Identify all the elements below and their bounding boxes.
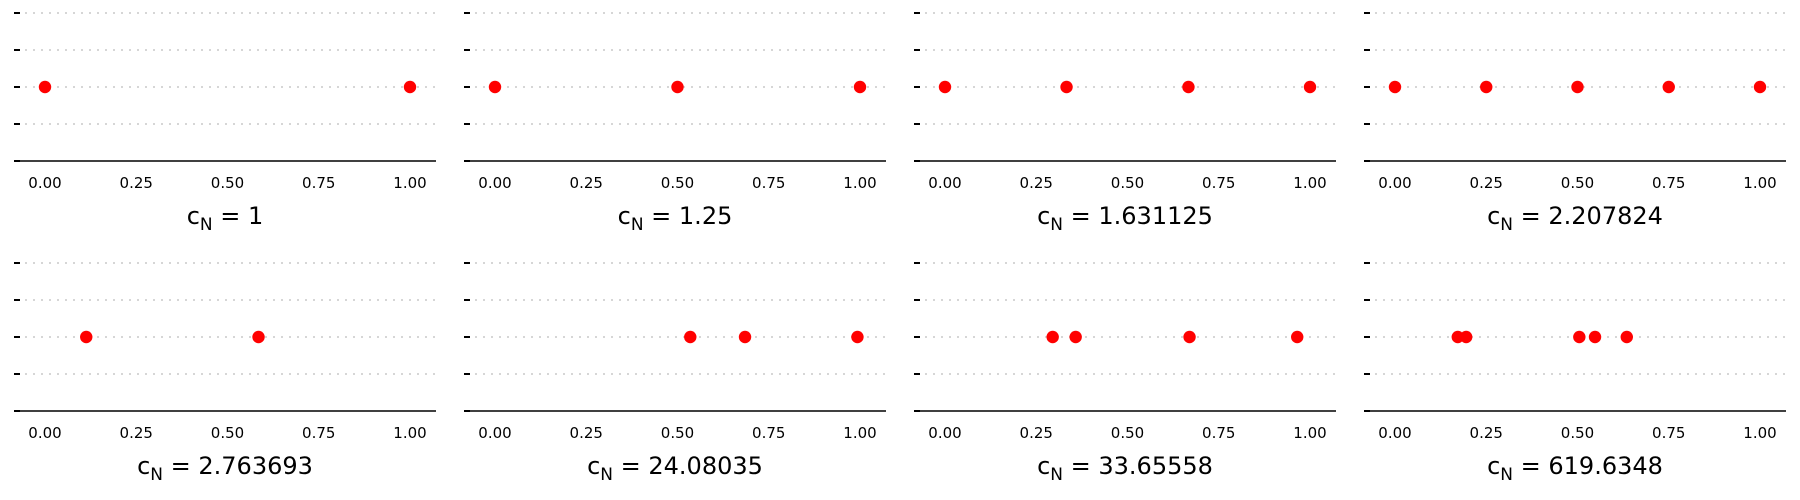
x-tick-label: 0.50 xyxy=(661,424,694,442)
subplot-svg: 0.00 0.25 0.50 0.75 1.00 cN = 2.207824 xyxy=(1364,12,1786,235)
data-point xyxy=(1588,330,1602,344)
data-point xyxy=(1388,80,1402,94)
x-tick-label: 0.00 xyxy=(478,174,511,192)
data-point xyxy=(1182,80,1195,94)
x-tick-label: 0.00 xyxy=(28,424,61,442)
x-tick-label: 1.00 xyxy=(843,174,876,192)
x-tick-label: 0.50 xyxy=(1111,424,1144,442)
x-tick-label: 1.00 xyxy=(843,424,876,442)
subplot-4: 0.00 0.25 0.50 0.75 1.00 cN = 2.207824 xyxy=(1350,0,1800,250)
x-tick-label: 0.75 xyxy=(302,424,335,442)
data-point xyxy=(851,330,864,344)
data-point xyxy=(403,80,417,94)
data-point xyxy=(1620,330,1633,344)
subplot-1: 0.00 0.25 0.50 0.75 1.00 cN = 1 xyxy=(0,0,450,250)
subplot-caption: cN = 2.763693 xyxy=(137,452,313,485)
subplot-3: 0.00 0.25 0.50 0.75 1.00 cN = 1.631125 xyxy=(900,0,1350,250)
x-tick-label: 0.75 xyxy=(1652,424,1685,442)
data-point xyxy=(1480,80,1493,94)
x-tick-label: 0.75 xyxy=(752,174,785,192)
subplot-caption: cN = 619.6348 xyxy=(1487,452,1663,485)
x-tick-label: 1.00 xyxy=(393,424,426,442)
subplot-svg: 0.00 0.25 0.50 0.75 1.00 cN = 1.631125 xyxy=(914,12,1336,235)
subplot-caption: cN = 2.207824 xyxy=(1487,202,1663,235)
subplot-7: 0.00 0.25 0.50 0.75 1.00 cN = 33.65558 xyxy=(900,250,1350,500)
x-tick-label: 0.75 xyxy=(752,424,785,442)
subplot-2: 0.00 0.25 0.50 0.75 1.00 cN = 1.25 xyxy=(450,0,900,250)
x-tick-label: 0.00 xyxy=(928,174,961,192)
x-tick-label: 0.25 xyxy=(570,174,603,192)
x-tick-label: 0.00 xyxy=(478,424,511,442)
x-tick-label: 0.00 xyxy=(28,174,61,192)
data-point xyxy=(938,80,952,94)
data-point xyxy=(80,330,93,344)
subplot-caption: cN = 1.631125 xyxy=(1037,202,1213,235)
data-point xyxy=(1459,330,1473,344)
subplot-svg: 0.00 0.25 0.50 0.75 1.00 cN = 24.08035 xyxy=(464,262,886,485)
x-tick-label: 1.00 xyxy=(1743,174,1776,192)
data-point xyxy=(738,330,752,344)
data-point xyxy=(1303,80,1317,94)
subplot-caption: cN = 1 xyxy=(187,202,264,235)
subplot-svg: 0.00 0.25 0.50 0.75 1.00 cN = 1 xyxy=(14,12,436,235)
x-tick-label: 0.75 xyxy=(1202,174,1235,192)
data-point xyxy=(1571,80,1584,94)
data-point xyxy=(671,80,684,94)
x-tick-label: 0.50 xyxy=(1561,424,1594,442)
x-tick-label: 0.25 xyxy=(1020,424,1053,442)
subplot-svg: 0.00 0.25 0.50 0.75 1.00 cN = 2.763693 xyxy=(14,262,436,485)
data-point xyxy=(853,80,867,94)
subplot-8: 0.00 0.25 0.50 0.75 1.00 cN = 619.6348 xyxy=(1350,250,1800,500)
x-tick-label: 0.25 xyxy=(1470,424,1503,442)
x-tick-label: 0.50 xyxy=(211,174,244,192)
subplot-caption: cN = 24.08035 xyxy=(587,452,763,485)
data-point xyxy=(1573,330,1586,344)
x-tick-label: 0.75 xyxy=(1652,174,1685,192)
subplot-svg: 0.00 0.25 0.50 0.75 1.00 cN = 1.25 xyxy=(464,12,886,235)
x-tick-label: 0.00 xyxy=(1378,174,1411,192)
subplot-5: 0.00 0.25 0.50 0.75 1.00 cN = 2.763693 xyxy=(0,250,450,500)
data-point xyxy=(1183,330,1196,344)
x-tick-label: 0.00 xyxy=(1378,424,1411,442)
x-tick-label: 1.00 xyxy=(1293,174,1326,192)
data-point xyxy=(1291,330,1304,344)
x-tick-label: 0.25 xyxy=(570,424,603,442)
x-tick-label: 1.00 xyxy=(393,174,426,192)
subplot-caption: cN = 1.25 xyxy=(618,202,733,235)
data-point xyxy=(488,80,502,94)
data-point xyxy=(38,80,52,94)
x-tick-label: 0.75 xyxy=(302,174,335,192)
x-tick-label: 0.50 xyxy=(661,174,694,192)
x-tick-label: 0.25 xyxy=(1020,174,1053,192)
x-tick-label: 1.00 xyxy=(1743,424,1776,442)
x-tick-label: 0.25 xyxy=(120,174,153,192)
data-point xyxy=(1046,330,1059,344)
x-tick-label: 0.25 xyxy=(1470,174,1503,192)
x-tick-label: 0.50 xyxy=(1111,174,1144,192)
x-tick-label: 0.50 xyxy=(211,424,244,442)
subplot-svg: 0.00 0.25 0.50 0.75 1.00 cN = 33.65558 xyxy=(914,262,1336,485)
x-tick-label: 0.75 xyxy=(1202,424,1235,442)
subplot-caption: cN = 33.65558 xyxy=(1037,452,1213,485)
x-tick-label: 0.50 xyxy=(1561,174,1594,192)
x-tick-label: 0.00 xyxy=(928,424,961,442)
subplot-svg: 0.00 0.25 0.50 0.75 1.00 cN = 619.6348 xyxy=(1364,262,1786,485)
data-point xyxy=(1662,80,1675,94)
subplot-6: 0.00 0.25 0.50 0.75 1.00 cN = 24.08035 xyxy=(450,250,900,500)
data-point xyxy=(684,330,697,344)
x-tick-label: 1.00 xyxy=(1293,424,1326,442)
x-tick-label: 0.25 xyxy=(120,424,153,442)
data-point xyxy=(1753,80,1767,94)
data-point xyxy=(1060,80,1073,94)
data-point xyxy=(1069,330,1082,344)
data-point xyxy=(252,330,265,344)
